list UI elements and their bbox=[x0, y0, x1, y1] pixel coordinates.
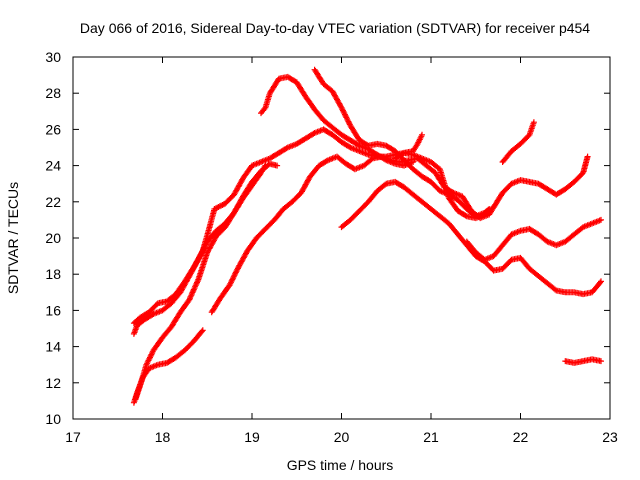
series-E-markers bbox=[208, 153, 497, 316]
y-tick-label: 16 bbox=[45, 302, 61, 318]
series-J bbox=[463, 216, 604, 263]
series-H-markers bbox=[338, 178, 604, 298]
y-tick-label: 10 bbox=[45, 411, 61, 427]
series-A bbox=[130, 126, 591, 327]
y-tick-label: 18 bbox=[45, 266, 61, 282]
series-A-markers bbox=[130, 126, 591, 327]
y-tick-label: 30 bbox=[45, 49, 61, 65]
series-J-markers bbox=[463, 216, 604, 263]
series-K bbox=[499, 119, 537, 165]
y-tick-label: 26 bbox=[45, 121, 61, 137]
axes: 17 18 19 20 21 22 23 10 12 14 16 18 20 22 24 26 28 30 bbox=[45, 49, 618, 445]
x-tick-label: 17 bbox=[65, 429, 81, 445]
series-L-markers bbox=[562, 356, 604, 366]
y-tick-label: 22 bbox=[45, 194, 61, 210]
series-D-markers bbox=[132, 162, 269, 403]
y-tick-label: 28 bbox=[45, 85, 61, 101]
series-F bbox=[258, 73, 417, 169]
y-tick-label: 24 bbox=[45, 158, 61, 174]
series-L bbox=[562, 356, 604, 366]
y-tick-label: 14 bbox=[45, 339, 61, 355]
x-axis-label: GPS time / hours bbox=[287, 457, 394, 473]
series-K-markers bbox=[499, 119, 537, 165]
chart-title: Day 066 of 2016, Sidereal Day-to-day VTE… bbox=[80, 20, 590, 36]
series-H bbox=[338, 178, 604, 298]
x-tick-label: 21 bbox=[423, 429, 439, 445]
y-tick-label: 12 bbox=[45, 375, 61, 391]
series-D bbox=[132, 162, 269, 403]
series-I bbox=[392, 131, 425, 162]
y-tick-label: 20 bbox=[45, 230, 61, 246]
y-axis-label: SDTVAR / TECUs bbox=[5, 182, 21, 294]
x-tick-label: 19 bbox=[244, 429, 260, 445]
series-G-markers bbox=[311, 66, 493, 220]
x-tick-label: 23 bbox=[602, 429, 618, 445]
x-tick-label: 22 bbox=[513, 429, 529, 445]
plot-frame bbox=[72, 56, 611, 420]
data-marks bbox=[130, 66, 604, 406]
series-I-markers bbox=[392, 131, 425, 162]
series-G bbox=[311, 66, 493, 220]
series-C bbox=[130, 327, 206, 406]
x-tick-label: 20 bbox=[334, 429, 350, 445]
series-E bbox=[208, 153, 497, 316]
x-tick-label: 18 bbox=[155, 429, 171, 445]
series-F-markers bbox=[258, 73, 417, 169]
series-C-markers bbox=[130, 327, 206, 406]
